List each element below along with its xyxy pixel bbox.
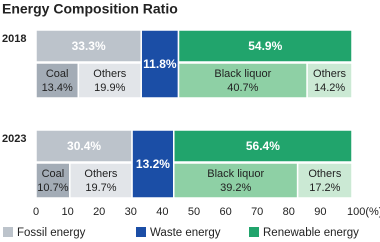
x-tick-label: 40 <box>156 206 168 218</box>
part-name: Black liquor <box>214 68 271 80</box>
group-value-label: 54.9% <box>248 39 282 53</box>
part-bar <box>306 62 353 99</box>
group-bar <box>35 29 142 63</box>
x-tick-label: 90 <box>314 206 326 218</box>
part-value-label: 13.4% <box>42 82 73 94</box>
group-bar <box>35 129 133 163</box>
x-tick-label: 30 <box>125 206 137 218</box>
x-tick-label: 70 <box>251 206 263 218</box>
part-bar <box>173 162 299 199</box>
x-tick-label: 100(%) <box>347 206 380 218</box>
part-value-label: 39.2% <box>220 182 251 194</box>
group-value-label: 56.4% <box>246 139 280 153</box>
group-bar <box>177 29 353 63</box>
part-name: Others <box>313 68 347 80</box>
x-tick-label: 20 <box>93 206 105 218</box>
part-value-label: 40.7% <box>227 82 258 94</box>
part-bar <box>35 162 71 199</box>
legend-label: Waste energy <box>150 227 221 239</box>
legend-swatch <box>249 227 259 237</box>
part-name: Coal <box>42 168 65 180</box>
part-bar <box>296 162 353 199</box>
part-bar <box>35 62 80 99</box>
group-value-label: 11.8% <box>143 57 177 71</box>
group-bar <box>173 129 353 163</box>
part-name: Others <box>308 168 342 180</box>
part-value-label: 10.7% <box>37 182 68 194</box>
x-tick-label: 80 <box>283 206 295 218</box>
part-bar <box>77 62 142 99</box>
part-name: Others <box>84 168 118 180</box>
year-label: 2018 <box>2 33 26 45</box>
x-tick-label: 50 <box>188 206 200 218</box>
group-value-label: 30.4% <box>67 139 101 153</box>
group-value-label: 33.3% <box>72 39 106 53</box>
part-name: Others <box>93 68 127 80</box>
group-value-label: 13.2% <box>136 157 170 171</box>
part-value-label: 17.2% <box>309 182 340 194</box>
legend-swatch <box>3 227 13 237</box>
part-bar <box>69 162 133 199</box>
legend-label: Renewable energy <box>263 227 359 239</box>
part-name: Black liquor <box>207 168 264 180</box>
year-label: 2023 <box>2 133 26 145</box>
x-tick-label: 60 <box>219 206 231 218</box>
x-tick-label: 10 <box>61 206 73 218</box>
part-value-label: 19.7% <box>85 182 116 194</box>
part-value-label: 14.2% <box>314 82 345 94</box>
x-tick-label: 0 <box>33 206 39 218</box>
part-bar <box>177 62 308 99</box>
legend-label: Fossil energy <box>17 227 86 239</box>
chart-title: Energy Composition Ratio <box>2 1 178 17</box>
part-value-label: 19.9% <box>94 82 125 94</box>
legend-swatch <box>136 227 146 237</box>
part-name: Coal <box>46 68 69 80</box>
